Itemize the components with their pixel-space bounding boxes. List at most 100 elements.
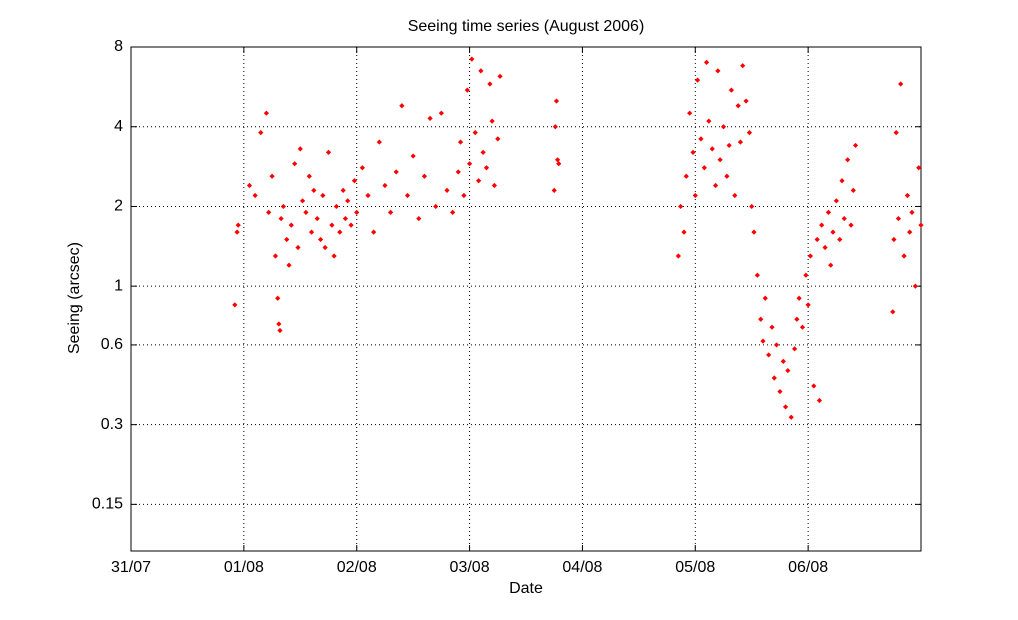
point	[916, 165, 922, 171]
point	[246, 182, 253, 189]
point	[694, 77, 701, 83]
point	[701, 165, 707, 171]
y-tick-label: 0.15	[92, 496, 123, 513]
point	[683, 173, 689, 179]
point	[478, 68, 484, 74]
point	[555, 157, 561, 163]
point	[780, 358, 786, 364]
point	[709, 146, 715, 152]
point	[728, 87, 734, 93]
point	[918, 222, 924, 228]
point	[891, 236, 897, 243]
point	[269, 173, 275, 179]
point	[794, 316, 800, 322]
point	[698, 136, 704, 142]
point	[726, 142, 732, 149]
point	[803, 272, 809, 278]
point	[720, 124, 727, 130]
point	[487, 81, 493, 87]
point	[235, 222, 241, 228]
point	[297, 146, 303, 152]
point	[288, 222, 294, 228]
point	[760, 338, 766, 344]
point	[421, 173, 428, 179]
point	[762, 295, 768, 301]
point	[277, 327, 283, 334]
plot-frame	[130, 46, 922, 552]
point	[318, 236, 324, 243]
point	[292, 161, 298, 167]
point	[737, 139, 744, 145]
point	[444, 187, 450, 193]
point	[912, 283, 918, 289]
point	[284, 236, 290, 243]
point	[749, 203, 755, 210]
point	[837, 236, 843, 243]
point	[461, 192, 467, 199]
point	[497, 73, 503, 79]
point	[404, 192, 411, 199]
point	[909, 209, 915, 215]
point	[690, 149, 696, 155]
x-axis-label: Date	[509, 580, 543, 597]
point	[376, 139, 382, 145]
point	[399, 103, 405, 109]
x-tick-label: 02/08	[337, 559, 377, 576]
point	[480, 149, 486, 155]
x-tick-label: 03/08	[450, 559, 490, 576]
point	[740, 63, 746, 69]
y-tick-label: 2	[114, 198, 123, 215]
point	[258, 130, 264, 136]
x-tick-label: 04/08	[562, 559, 602, 576]
point	[278, 215, 284, 222]
point	[331, 253, 337, 259]
point	[777, 388, 783, 395]
point	[904, 192, 911, 199]
point	[329, 222, 335, 228]
point	[232, 302, 238, 308]
point	[746, 130, 753, 136]
x-tick-label: 31/07	[111, 559, 151, 576]
point	[766, 352, 772, 358]
point	[551, 187, 557, 193]
point	[263, 110, 270, 116]
point	[393, 169, 399, 175]
point	[833, 198, 839, 204]
point	[814, 236, 820, 243]
point	[438, 110, 444, 116]
point	[322, 244, 328, 251]
point	[359, 165, 365, 171]
point	[898, 81, 904, 87]
point	[839, 178, 845, 184]
point	[552, 124, 558, 130]
x-tick-label: 05/08	[675, 559, 715, 576]
point	[758, 316, 764, 322]
point	[706, 118, 712, 124]
point	[819, 222, 825, 228]
y-tick-label: 0.6	[101, 336, 123, 353]
point	[907, 229, 913, 235]
point	[469, 56, 475, 62]
point	[788, 414, 794, 420]
point	[816, 397, 823, 404]
point	[805, 302, 811, 308]
point	[410, 153, 416, 159]
point	[845, 157, 851, 163]
point	[311, 187, 317, 193]
point	[675, 253, 681, 259]
y-tick-label: 1	[114, 277, 123, 294]
point	[354, 209, 360, 215]
x-tick-label: 01/08	[224, 559, 264, 576]
y-tick-label: 8	[114, 38, 123, 55]
point	[472, 130, 478, 136]
point	[299, 198, 306, 204]
point	[382, 182, 388, 189]
point	[893, 130, 899, 136]
point	[828, 262, 834, 268]
point	[416, 215, 422, 222]
point	[692, 192, 698, 199]
point	[491, 182, 497, 189]
point	[792, 346, 798, 352]
point	[687, 110, 693, 116]
